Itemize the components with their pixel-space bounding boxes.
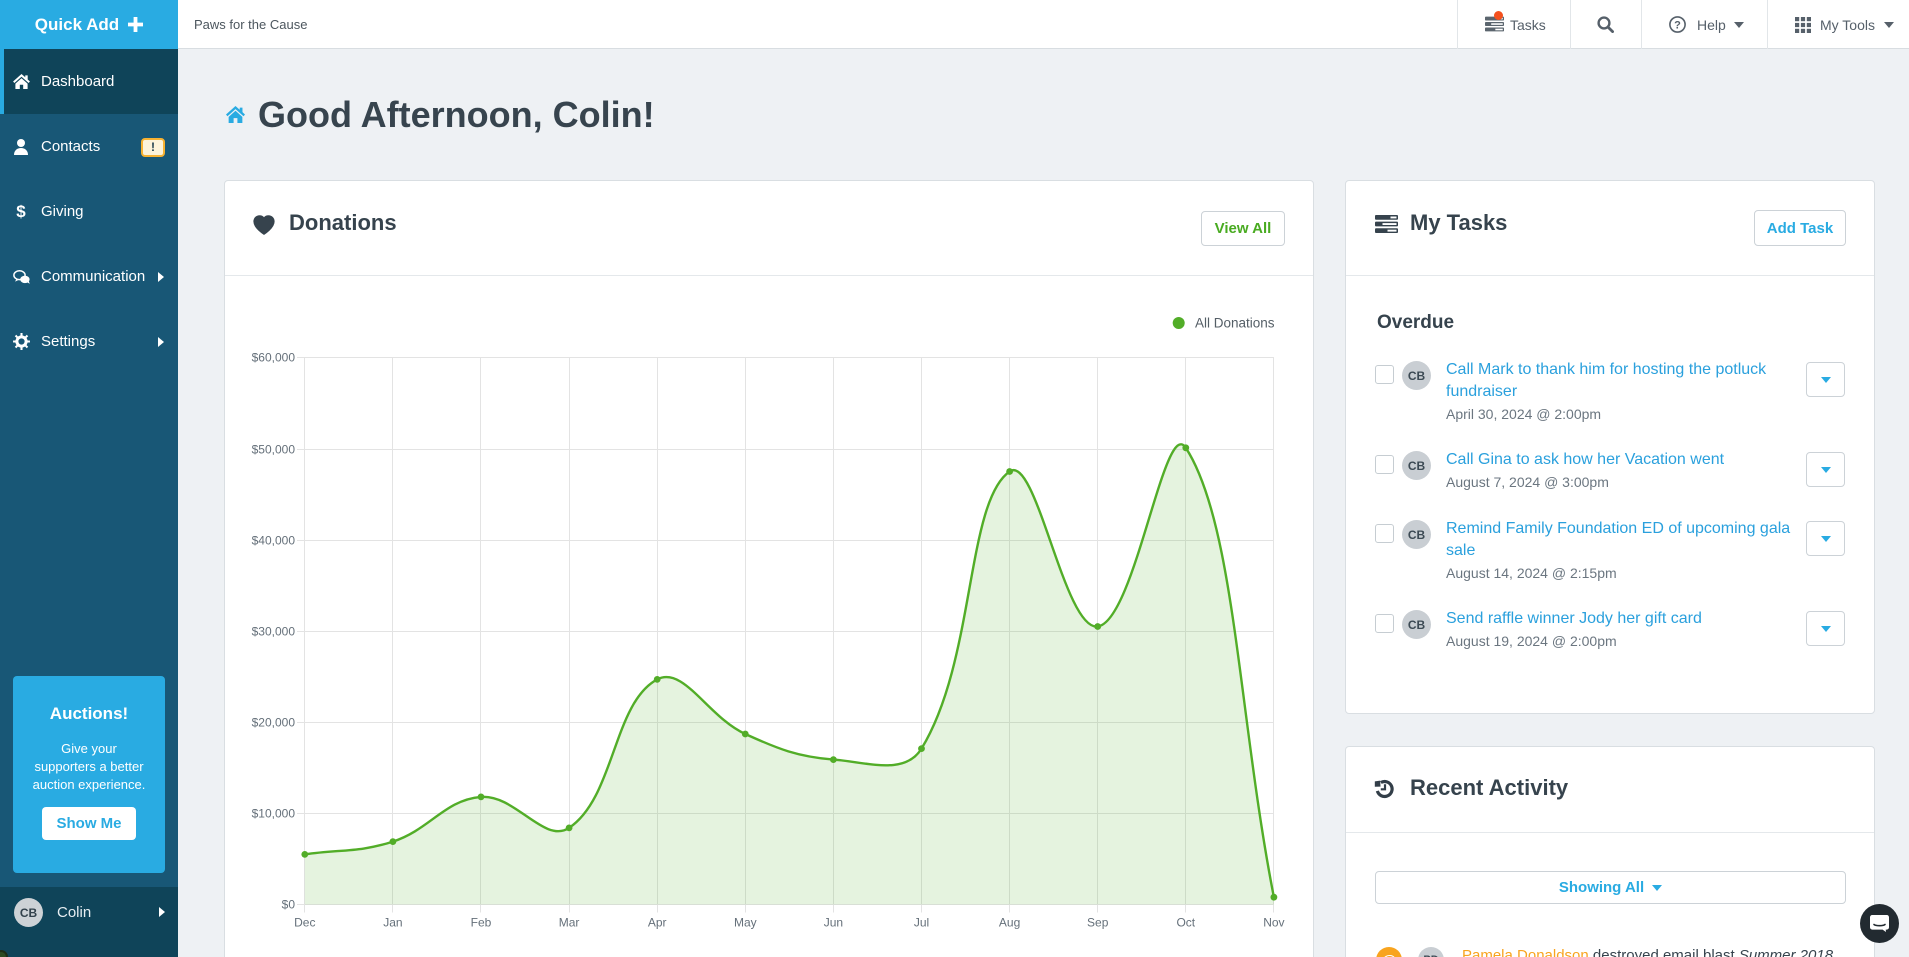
svg-text:Mar: Mar	[559, 916, 580, 930]
svg-text:All Donations: All Donations	[1195, 316, 1275, 331]
svg-text:Sep: Sep	[1087, 916, 1109, 930]
svg-text:Aug: Aug	[999, 916, 1020, 930]
svg-text:Apr: Apr	[648, 916, 667, 930]
svg-text:Nov: Nov	[1263, 916, 1284, 930]
svg-text:$40,000: $40,000	[252, 534, 296, 548]
svg-text:$30,000: $30,000	[252, 625, 296, 639]
svg-text:$50,000: $50,000	[252, 443, 296, 457]
svg-text:Feb: Feb	[471, 916, 492, 930]
svg-text:$10,000: $10,000	[252, 807, 296, 821]
svg-text:$60,000: $60,000	[252, 351, 296, 365]
svg-text:?: ?	[1674, 20, 1681, 32]
svg-text:Jan: Jan	[383, 916, 402, 930]
svg-text:Jun: Jun	[824, 916, 843, 930]
svg-text:$20,000: $20,000	[252, 716, 296, 730]
svg-text:Jul: Jul	[914, 916, 929, 930]
svg-text:May: May	[734, 916, 757, 930]
svg-text:Oct: Oct	[1176, 916, 1195, 930]
svg-text:$0: $0	[282, 898, 296, 912]
svg-text:Dec: Dec	[294, 916, 315, 930]
